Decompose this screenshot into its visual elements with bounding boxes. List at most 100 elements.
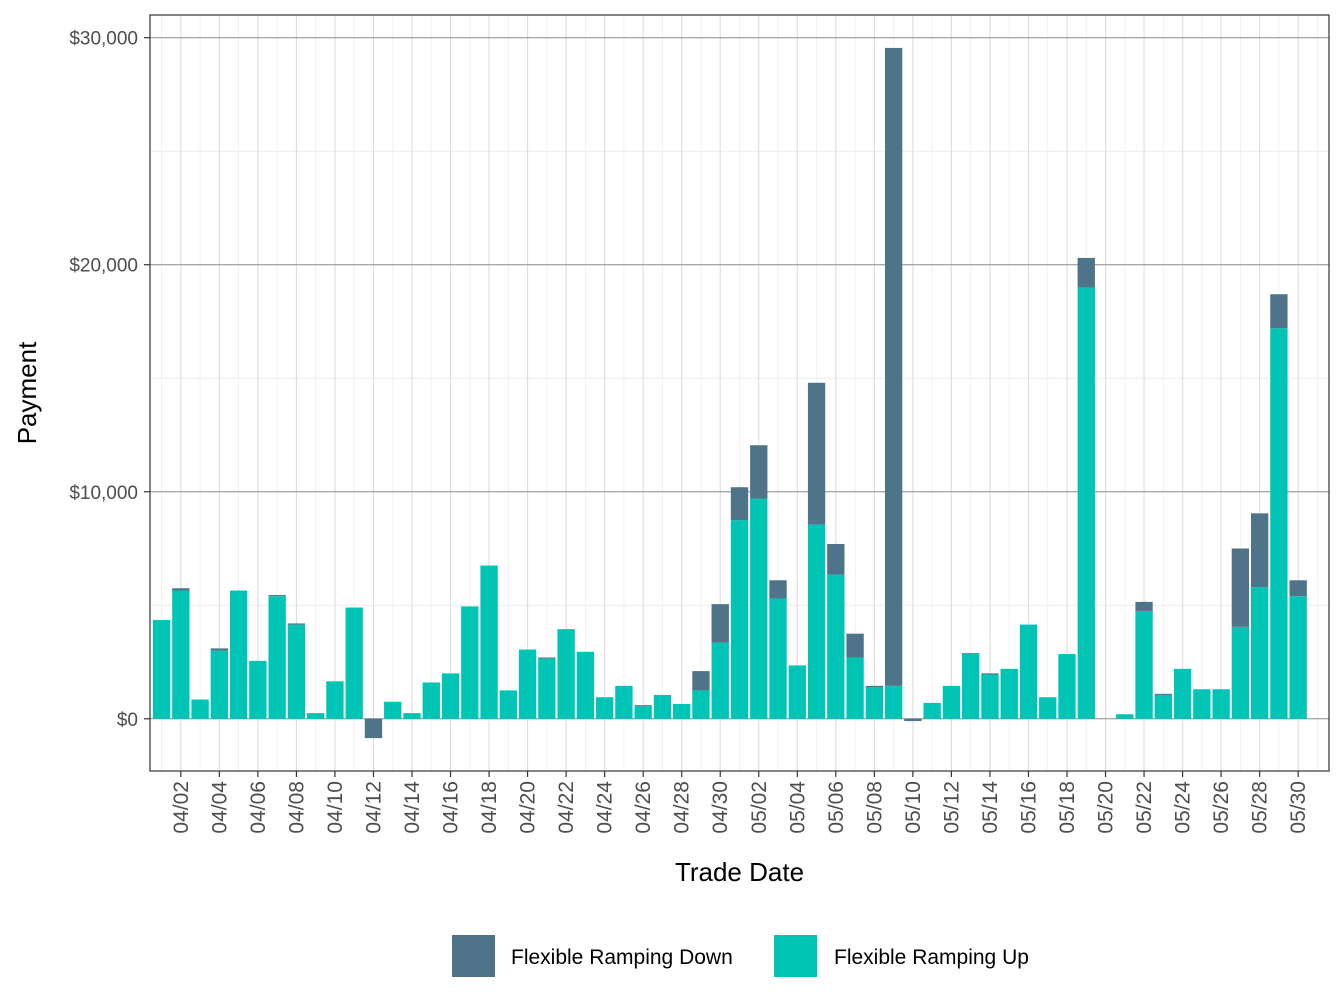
- bar-flexible-ramping-up: [788, 665, 806, 719]
- legend-swatch-flexible-ramping-up: [774, 935, 817, 977]
- legend-label-flexible-ramping-up: Flexible Ramping Up: [834, 946, 1029, 969]
- x-tick-label: 04/16: [440, 781, 463, 834]
- panel-border: [149, 14, 1330, 772]
- bar-flexible-ramping-down: [884, 47, 903, 686]
- bar-flexible-ramping-up: [807, 524, 826, 719]
- x-tick-label: 04/24: [594, 781, 617, 834]
- bar-flexible-ramping-up: [634, 706, 652, 719]
- bar-flexible-ramping-down: [634, 705, 652, 707]
- bar-flexible-ramping-up: [384, 701, 402, 719]
- bar-flexible-ramping-up: [1270, 328, 1288, 719]
- x-tick-label: 05/04: [786, 781, 809, 834]
- x-tick-label: 04/10: [324, 781, 347, 834]
- bar-flexible-ramping-up: [268, 596, 286, 719]
- bar-flexible-ramping-up: [673, 704, 691, 719]
- legend-swatch-flexible-ramping-down: [452, 935, 495, 977]
- bar-flexible-ramping-down: [1154, 693, 1172, 695]
- bar-flexible-ramping-down: [865, 685, 884, 687]
- bar-flexible-ramping-down: [364, 718, 383, 739]
- bar-flexible-ramping-up: [1039, 697, 1057, 719]
- bar-flexible-ramping-up: [191, 699, 209, 719]
- x-tick-label: 05/24: [1172, 781, 1195, 834]
- x-tick-label: 04/12: [362, 781, 385, 834]
- bar-flexible-ramping-up: [210, 650, 229, 719]
- bar-flexible-ramping-up: [981, 674, 999, 719]
- bar-flexible-ramping-down: [846, 633, 864, 658]
- bar-flexible-ramping-down: [904, 718, 922, 722]
- bar-flexible-ramping-up: [1212, 689, 1230, 719]
- bar-flexible-ramping-up: [962, 652, 980, 719]
- bar-flexible-ramping-down: [1077, 257, 1095, 288]
- bar-flexible-ramping-up: [1173, 668, 1192, 719]
- bar-flexible-ramping-down: [1250, 513, 1269, 588]
- y-axis: $0 $10,000 $20,000 $30,000: [69, 29, 150, 731]
- bar-flexible-ramping-down: [268, 595, 286, 597]
- x-tick-label: 05/28: [1249, 781, 1272, 834]
- bar-flexible-ramping-up: [730, 520, 749, 719]
- x-axis-title: Trade Date: [675, 857, 804, 887]
- x-tick-label: 05/08: [863, 781, 886, 834]
- bars: [152, 47, 1307, 739]
- bar-flexible-ramping-down: [981, 673, 999, 675]
- bar-flexible-ramping-up: [1058, 654, 1076, 719]
- x-tick-label: 04/28: [671, 781, 694, 834]
- bar-flexible-ramping-down: [538, 657, 556, 659]
- bar-flexible-ramping-down: [711, 604, 729, 643]
- x-tick-label: 05/30: [1287, 781, 1310, 834]
- x-tick-label: 04/04: [208, 781, 231, 834]
- bar-flexible-ramping-up: [538, 658, 556, 719]
- bar-flexible-ramping-up: [1135, 610, 1153, 719]
- bar-flexible-ramping-up: [518, 649, 537, 719]
- bar-flexible-ramping-up: [750, 498, 768, 719]
- x-tick-label: 05/26: [1210, 781, 1233, 834]
- bar-flexible-ramping-up: [287, 624, 306, 719]
- bar-flexible-ramping-up: [595, 697, 614, 719]
- bar-flexible-ramping-up: [557, 629, 575, 719]
- bar-flexible-ramping-up: [422, 682, 440, 719]
- bar-flexible-ramping-up: [1019, 624, 1038, 719]
- bar-flexible-ramping-down: [730, 487, 749, 521]
- y-axis-title: Payment: [12, 341, 42, 444]
- bar-flexible-ramping-up: [942, 685, 961, 719]
- bar-flexible-ramping-down: [1270, 294, 1288, 329]
- bar-flexible-ramping-up: [229, 590, 248, 719]
- bar-flexible-ramping-up: [827, 574, 845, 719]
- bar-flexible-ramping-up: [403, 713, 421, 719]
- bar-flexible-ramping-down: [1289, 580, 1307, 597]
- bar-flexible-ramping-up: [307, 713, 325, 719]
- x-tick-label: 04/18: [478, 781, 501, 834]
- bar-flexible-ramping-up: [923, 702, 941, 719]
- bar-flexible-ramping-down: [172, 588, 190, 591]
- bar-flexible-ramping-up: [692, 690, 710, 719]
- bar-flexible-ramping-up: [461, 606, 479, 719]
- bar-flexible-ramping-up: [172, 590, 190, 719]
- bar-flexible-ramping-up: [711, 642, 729, 719]
- bar-flexible-ramping-up: [480, 565, 498, 719]
- bar-flexible-ramping-down: [692, 671, 710, 691]
- bar-flexible-ramping-down: [769, 580, 787, 599]
- bar-flexible-ramping-up: [576, 651, 595, 719]
- bar-flexible-ramping-up: [1116, 714, 1134, 719]
- bar-flexible-ramping-up: [1289, 596, 1307, 719]
- x-tick-label: 04/14: [401, 781, 424, 834]
- bar-flexible-ramping-up: [152, 620, 171, 719]
- x-tick-label: 05/20: [1095, 781, 1118, 834]
- x-tick-label: 05/16: [1017, 781, 1040, 834]
- y-tick-label: $20,000: [69, 256, 138, 277]
- x-axis: 04/02 04/04 04/06 04/08 04/10 04/12 04/14 04/16…: [170, 771, 1310, 834]
- bar-flexible-ramping-up: [884, 685, 903, 719]
- x-tick-label: 05/10: [902, 781, 925, 834]
- bar-flexible-ramping-up: [1154, 694, 1172, 719]
- bar-flexible-ramping-up: [1077, 287, 1095, 719]
- x-tick-label: 04/06: [247, 781, 270, 834]
- x-tick-label: 05/22: [1133, 781, 1156, 834]
- bar-flexible-ramping-up: [653, 694, 672, 719]
- x-tick-label: 04/02: [170, 781, 193, 834]
- x-tick-label: 04/20: [517, 781, 540, 834]
- bar-flexible-ramping-down: [287, 623, 306, 625]
- x-tick-label: 04/30: [709, 781, 732, 834]
- bar-flexible-ramping-up: [345, 607, 363, 719]
- x-tick-label: 04/22: [555, 781, 578, 834]
